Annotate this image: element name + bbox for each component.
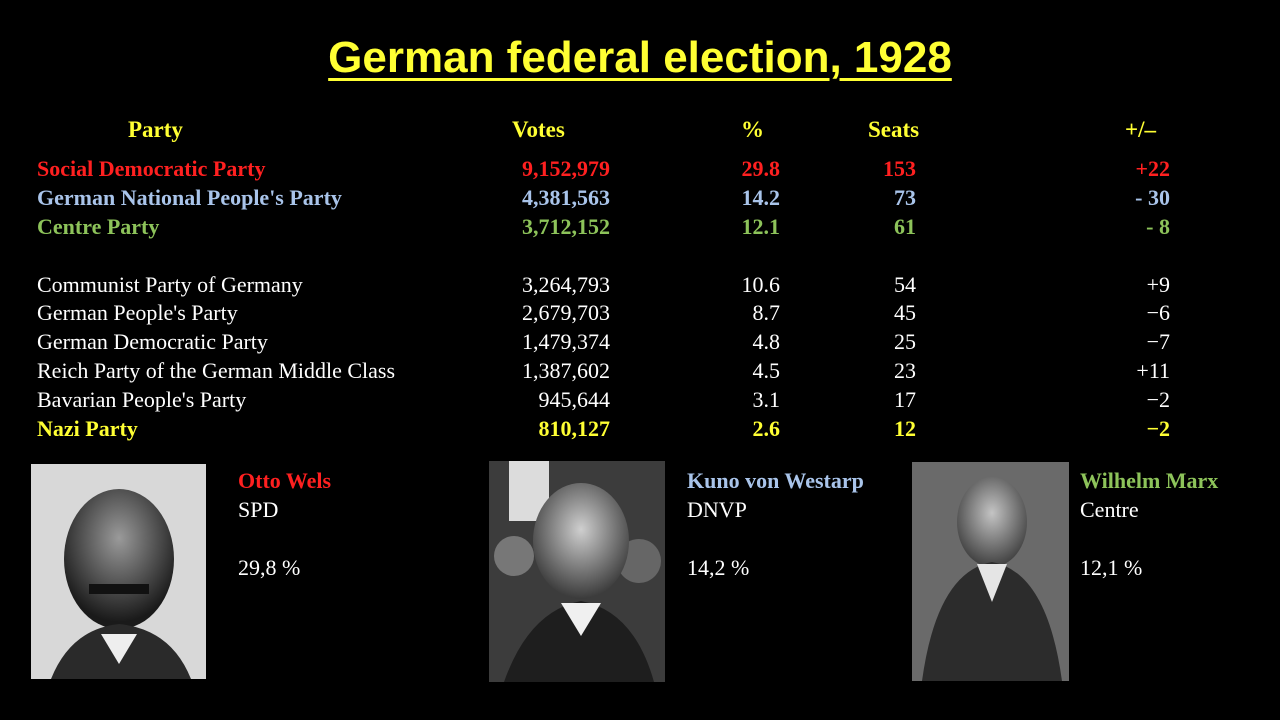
votes-value: 810,127 [538,416,611,441]
leader-share: 12,1 % [1080,555,1143,580]
seats-value: 17 [894,387,916,412]
seats-value: 12 [894,416,916,441]
table-row: German People's Party 2,679,703 8.7 45 −6 [0,298,1280,327]
party-name: German National People's Party [37,185,342,210]
table-row: Centre Party 3,712,152 12.1 61 - 8 [0,212,1280,241]
percent-value: 8.7 [752,300,781,325]
leader-name: Otto Wels [238,468,332,493]
leader-name: Wilhelm Marx [1080,468,1219,493]
change-value: +9 [1146,272,1170,297]
table-row: German National People's Party 4,381,563 1… [0,183,1280,212]
header-votes: Votes [512,117,565,142]
header-party: Party [128,117,183,142]
party-name: German Democratic Party [37,329,268,354]
change-value: +11 [1136,358,1170,383]
votes-value: 4,381,563 [522,185,610,210]
table-row: Communist Party of Germany 3,264,793 10.6 5… [0,270,1280,299]
leader-party: DNVP [687,497,747,522]
portrait-wilhelm-marx [912,462,1069,681]
votes-value: 3,264,793 [522,272,610,297]
leader-share: 29,8 % [238,555,301,580]
percent-value: 4.8 [752,329,781,354]
votes-value: 2,679,703 [522,300,610,325]
votes-value: 3,712,152 [522,214,610,239]
percent-value: 2.6 [752,416,781,441]
party-name: Bavarian People's Party [37,387,247,412]
percent-value: 14.2 [741,185,781,210]
party-name: Centre Party [37,214,160,239]
percent-value: 3.1 [752,387,781,412]
seats-value: 153 [883,156,916,181]
seats-value: 25 [894,329,916,354]
seats-value: 73 [894,185,916,210]
party-name: Nazi Party [37,416,138,441]
change-value: - 30 [1135,185,1170,210]
seats-value: 54 [894,272,916,297]
leader-name: Kuno von Westarp [687,468,864,493]
leader-otto-wels: Otto Wels SPD 29,8 % [238,466,331,582]
leader-kuno-von-westarp: Kuno von Westarp DNVP 14,2 % [687,466,864,582]
table-row: Bavarian People's Party 945,644 3.1 17 −2 [0,385,1280,414]
party-name: German People's Party [37,300,238,325]
change-value: +22 [1135,156,1170,181]
table-row: Reich Party of the German Middle Class 1,… [0,356,1280,385]
leader-share: 14,2 % [687,555,750,580]
header-seats: Seats [868,117,920,142]
table-row: German Democratic Party 1,479,374 4.8 25 −7 [0,327,1280,356]
seats-value: 61 [894,214,916,239]
header-change: +/– [1125,117,1156,142]
party-name: Social Democratic Party [37,156,266,181]
change-value: −6 [1146,300,1170,325]
party-name: Communist Party of Germany [37,272,303,297]
change-value: −2 [1146,387,1170,412]
percent-value: 10.6 [741,272,781,297]
table-row: Social Democratic Party 9,152,979 29.8 153 +… [0,154,1280,183]
percent-value: 4.5 [752,358,781,383]
party-name: Reich Party of the German Middle Class [37,358,396,383]
percent-value: 29.8 [741,156,781,181]
seats-value: 45 [894,300,916,325]
change-value: −7 [1146,329,1170,354]
table-row: Nazi Party 810,127 2.6 12 −2 [0,414,1280,443]
votes-value: 945,644 [538,387,611,412]
votes-value: 9,152,979 [522,156,610,181]
portrait-otto-wels [31,464,206,679]
leader-party: Centre [1080,497,1139,522]
portrait-kuno-von-westarp [489,461,665,682]
change-value: - 8 [1146,214,1170,239]
leader-party: SPD [238,497,279,522]
votes-value: 1,387,602 [522,358,610,383]
page-title: German federal election, 1928 [328,33,952,82]
votes-value: 1,479,374 [522,329,610,354]
leader-wilhelm-marx: Wilhelm Marx Centre 12,1 % [1080,466,1218,582]
percent-value: 12.1 [741,214,781,239]
seats-value: 23 [894,358,916,383]
header-percent: % [741,117,764,142]
change-value: −2 [1146,416,1170,441]
